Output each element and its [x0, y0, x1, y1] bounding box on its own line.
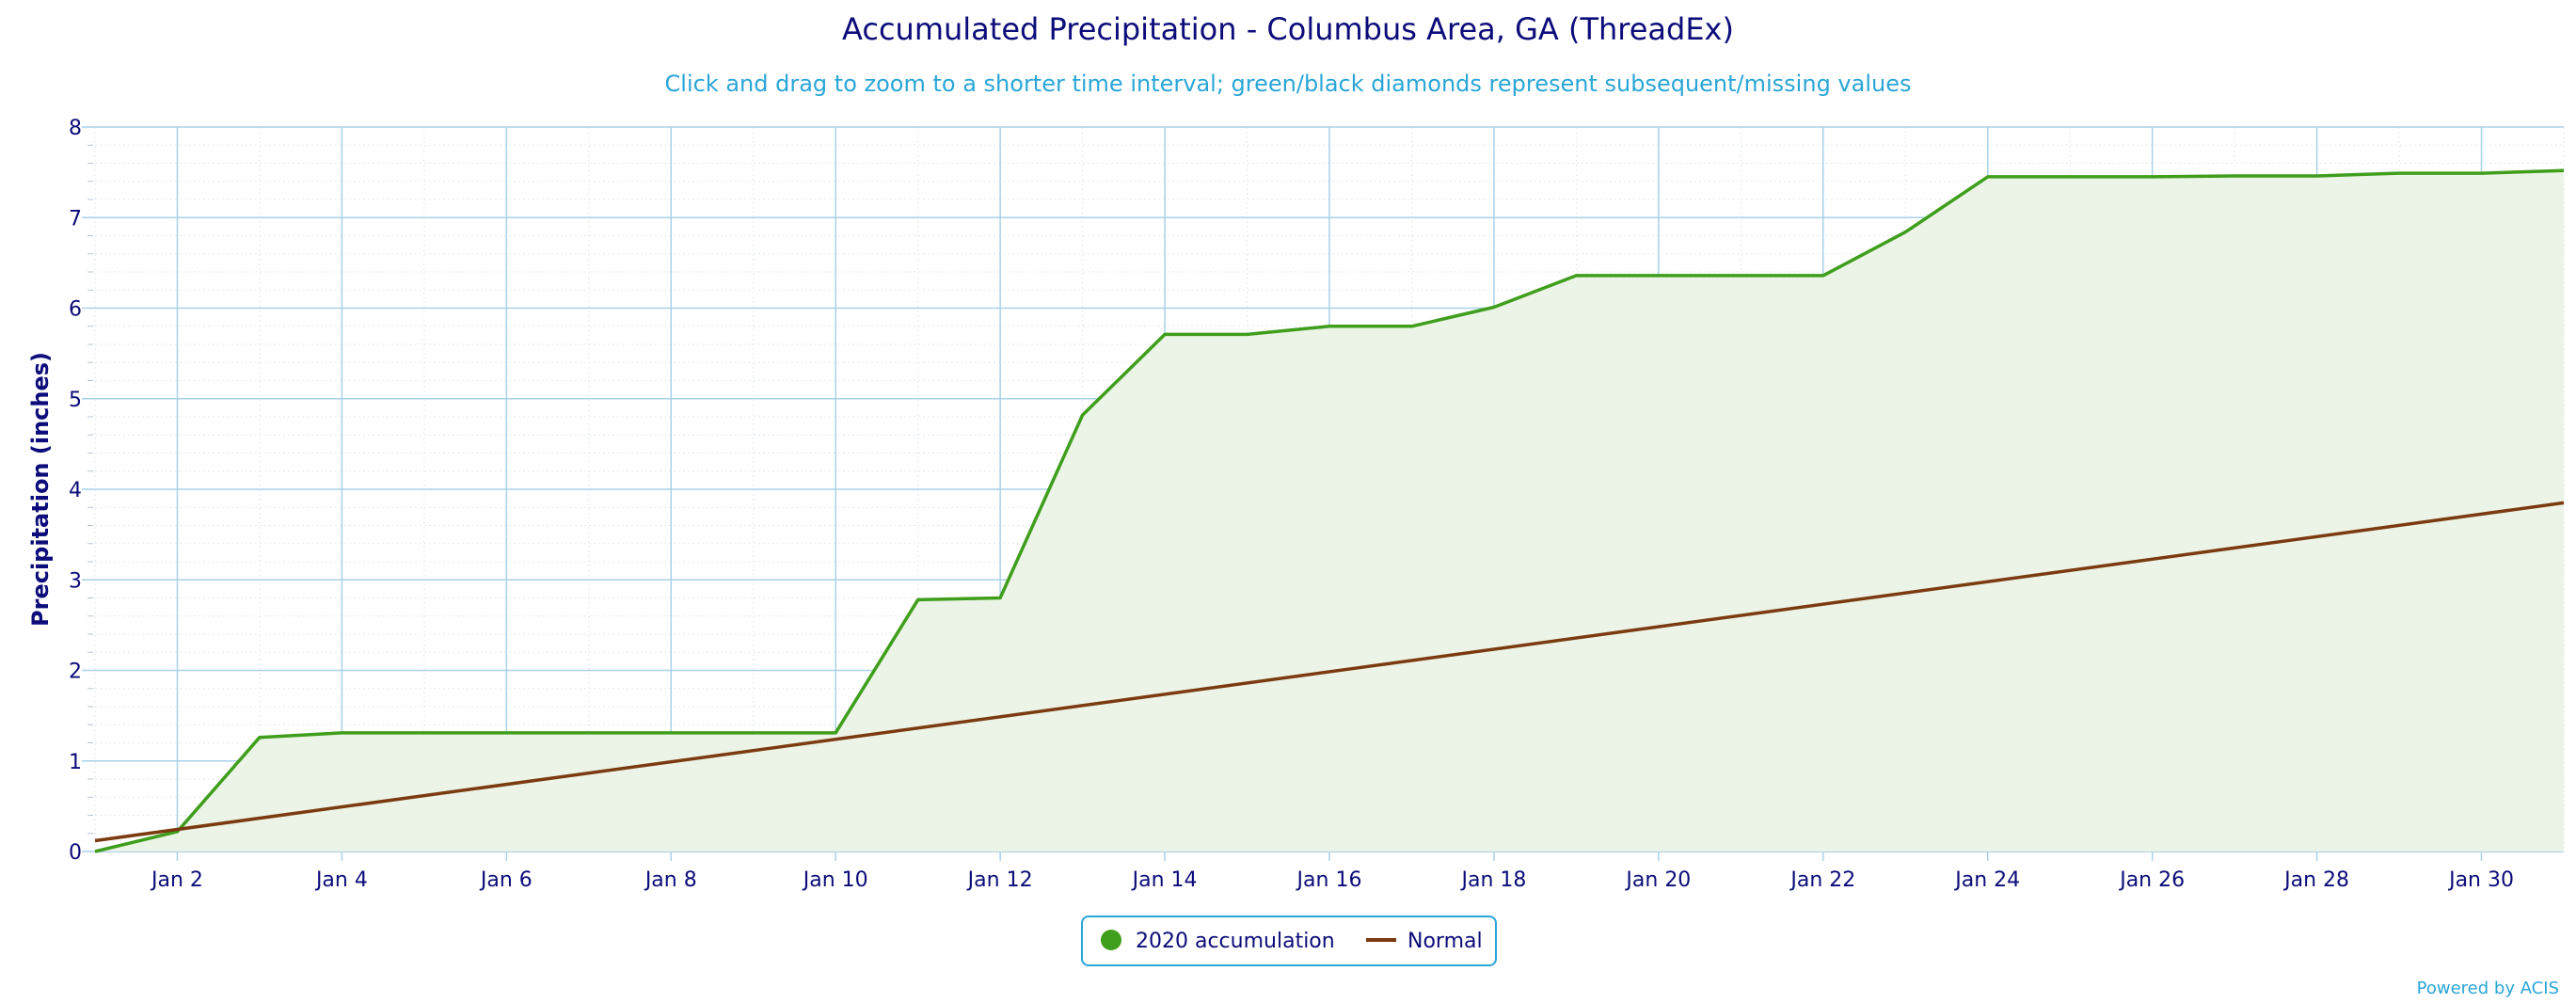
y-tick-label: 7	[69, 207, 82, 231]
credit-link[interactable]: Powered by ACIS	[2417, 979, 2559, 998]
x-tick-label: Jan 14	[1131, 868, 1198, 892]
legend-label-normal: Normal	[1407, 930, 1483, 953]
x-tick-label: Jan 2	[150, 868, 203, 892]
legend: 2020 accumulation Normal	[1081, 915, 1497, 966]
y-tick-label: 8	[69, 117, 82, 140]
series-layer	[94, 168, 2565, 853]
x-tick-label: Jan 20	[1624, 868, 1691, 892]
x-tick-label: Jan 18	[1459, 868, 1526, 892]
accumulation-area	[95, 170, 2564, 852]
y-tick-label: 5	[69, 389, 82, 412]
y-tick-label: 1	[69, 751, 82, 774]
x-tick-label: Jan 6	[479, 868, 533, 892]
legend-box	[1081, 915, 1497, 966]
x-tick-label: Jan 8	[644, 868, 697, 892]
y-axis-label: Precipitation (inches)	[27, 352, 54, 627]
normal-line	[94, 501, 2565, 843]
legend-item-2020-accumulation[interactable]: 2020 accumulation	[1101, 930, 1335, 953]
y-tick-label: 6	[69, 298, 82, 322]
x-tick-label: Jan 28	[2282, 868, 2349, 892]
y-tick-label: 0	[69, 841, 82, 865]
accumulation-line	[94, 168, 2565, 853]
legend-marker-2020	[1101, 930, 1121, 950]
x-tick-label: Jan 26	[2118, 868, 2185, 892]
x-tick-label: Jan 22	[1789, 868, 1855, 892]
y-axis-ticks: 0 1 2 3 4 5 6 7 8	[69, 117, 82, 865]
y-tick-label: 3	[69, 569, 82, 593]
y-tick-label: 4	[69, 479, 82, 502]
x-axis-ticks: Jan 2 Jan 4 Jan 6 Jan 8 Jan 10 Jan 12 Jan 14 Ja…	[150, 868, 2514, 892]
chart-title: Accumulated Precipitation - Columbus Are…	[842, 11, 1734, 47]
legend-item-normal[interactable]: Normal	[1366, 930, 1483, 953]
x-tick-label: Jan 10	[802, 868, 868, 892]
chart-subtitle: Click and drag to zoom to a shorter time…	[665, 71, 1912, 97]
x-tick-label: Jan 24	[1953, 868, 2020, 892]
y-tick-label: 2	[69, 661, 82, 684]
x-tick-label: Jan 30	[2447, 868, 2514, 892]
legend-label-2020: 2020 accumulation	[1136, 930, 1335, 953]
x-tick-label: Jan 16	[1296, 868, 1362, 892]
x-tick-label: Jan 4	[314, 868, 368, 892]
x-tick-label: Jan 12	[966, 868, 1033, 892]
